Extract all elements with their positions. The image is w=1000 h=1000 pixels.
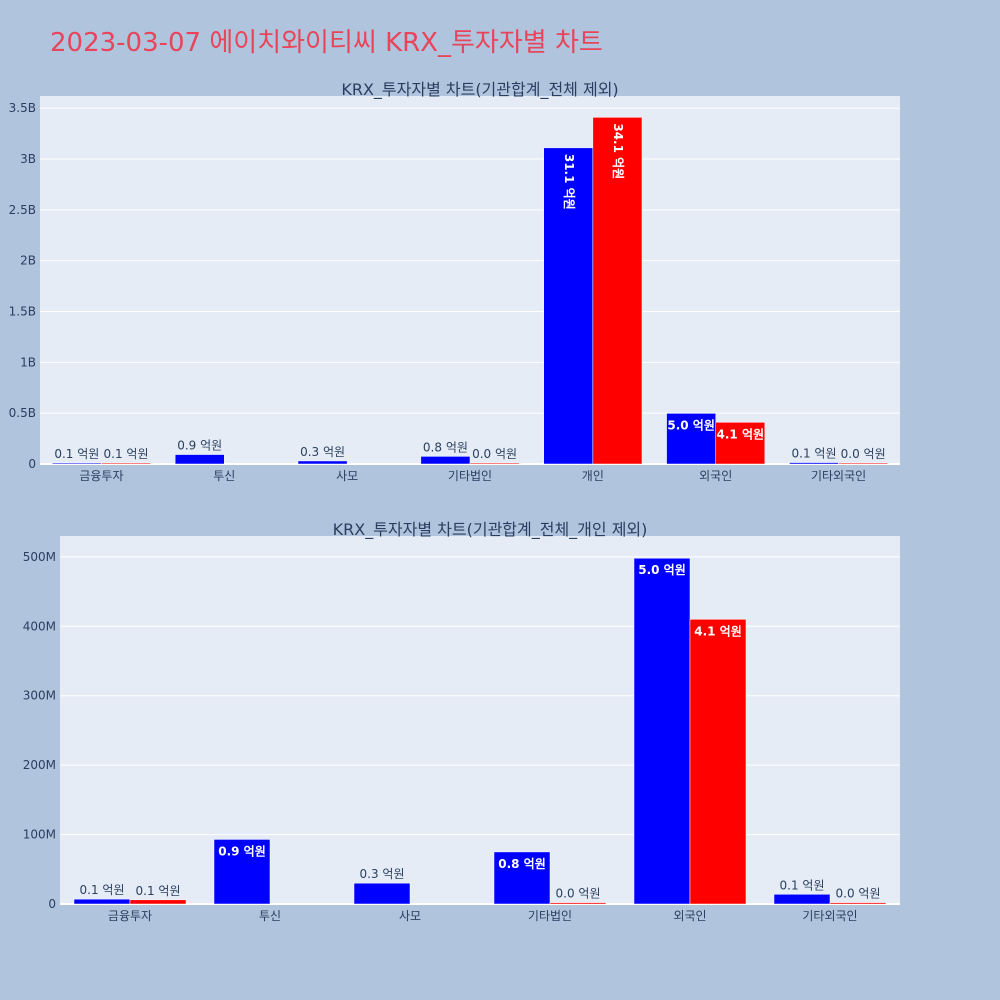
- data-label: 0.0 억원: [472, 447, 517, 461]
- chart-subtitle: KRX_투자자별 차트(기관합계_전체 제외): [341, 80, 618, 100]
- data-label: 0.8 억원: [423, 440, 468, 454]
- bar: [353, 882, 411, 905]
- bar: [715, 422, 766, 465]
- bar: [73, 898, 131, 905]
- x-tick-label: 투신: [213, 469, 235, 483]
- plot-area: [60, 536, 900, 904]
- bar: [633, 557, 691, 905]
- y-tick-label: 200M: [23, 758, 56, 772]
- y-tick-label: 3B: [20, 152, 36, 166]
- x-tick-label: 외국인: [699, 469, 732, 483]
- x-tick-label: 외국인: [673, 909, 706, 923]
- bar: [420, 456, 471, 465]
- bar: [493, 851, 551, 905]
- data-label: 0.3 억원: [300, 445, 345, 459]
- x-tick-label: 기타외국인: [811, 469, 866, 483]
- data-label: 5.0 억원: [667, 418, 715, 432]
- y-tick-label: 1.5B: [9, 305, 36, 319]
- data-label: 4.1 억원: [694, 624, 742, 638]
- x-tick-label: 기타법인: [528, 909, 572, 923]
- data-label: 0.1 억원: [104, 447, 149, 461]
- y-tick-label: 400M: [23, 619, 56, 633]
- data-label: 0.3 억원: [360, 867, 405, 881]
- bar: [297, 460, 348, 465]
- x-tick-label: 기타외국인: [802, 909, 857, 923]
- data-label: 0.1 억원: [780, 878, 825, 892]
- y-tick-label: 2.5B: [9, 203, 36, 217]
- x-tick-label: 금융투자: [79, 469, 123, 483]
- plot-area: [40, 96, 900, 464]
- y-tick-label: 100M: [23, 828, 56, 842]
- x-tick-label: 금융투자: [108, 909, 152, 923]
- data-label: 0.1 억원: [80, 883, 125, 897]
- chart-subtitle: KRX_투자자별 차트(기관합계_전체_개인 제외): [333, 520, 648, 540]
- y-tick-label: 0: [48, 897, 56, 911]
- data-label: 0.1 억원: [792, 447, 837, 461]
- data-label: 0.1 억원: [54, 447, 99, 461]
- data-label: 4.1 억원: [717, 427, 765, 441]
- page-title: 2023-03-07 에이치와이티씨 KRX_투자자별 차트: [50, 28, 603, 58]
- x-tick-label: 기타법인: [448, 469, 492, 483]
- investor-chart-all: KRX_투자자별 차트(기관합계_전체 제외) 0 0.5B 1B 1.5B 2B 2.5B…: [9, 80, 900, 483]
- data-label: 0.1 억원: [136, 884, 181, 898]
- data-label: 34.1 억원: [611, 123, 625, 179]
- bar: [838, 462, 888, 465]
- bar: [773, 894, 831, 905]
- bar: [829, 902, 887, 905]
- data-label: 31.1 억원: [562, 154, 576, 210]
- y-tick-label: 300M: [23, 689, 56, 703]
- bar: [469, 462, 520, 465]
- bar: [789, 462, 839, 465]
- y-tick-label: 1B: [20, 355, 36, 369]
- x-tick-label: 투신: [259, 909, 281, 923]
- data-label: 0.0 억원: [556, 887, 601, 901]
- data-label: 0.9 억원: [218, 844, 266, 858]
- data-label: 0.9 억원: [177, 439, 222, 453]
- bar: [174, 454, 225, 465]
- bar: [592, 117, 643, 465]
- investor-chart-excl-individual: KRX_투자자별 차트(기관합계_전체_개인 제외) 0 100M 200M 300M 4…: [23, 520, 900, 923]
- bar: [52, 462, 102, 465]
- bar: [549, 902, 607, 905]
- bar: [101, 462, 151, 465]
- data-label: 5.0 억원: [638, 563, 686, 577]
- y-tick-label: 2B: [20, 254, 36, 268]
- data-label: 0.0 억원: [841, 447, 886, 461]
- y-tick-label: 3.5B: [9, 101, 36, 115]
- x-tick-label: 사모: [399, 909, 421, 923]
- y-tick-label: 0.5B: [9, 406, 36, 420]
- bar: [129, 899, 187, 905]
- x-tick-label: 개인: [582, 469, 604, 483]
- bar: [213, 839, 271, 905]
- y-tick-label: 0: [28, 457, 36, 471]
- data-label: 0.0 억원: [836, 887, 881, 901]
- data-label: 0.8 억원: [498, 857, 546, 871]
- bar: [666, 413, 716, 465]
- x-tick-label: 사모: [336, 469, 358, 483]
- bar: [543, 147, 594, 465]
- y-tick-label: 500M: [23, 550, 56, 564]
- bar: [689, 619, 747, 905]
